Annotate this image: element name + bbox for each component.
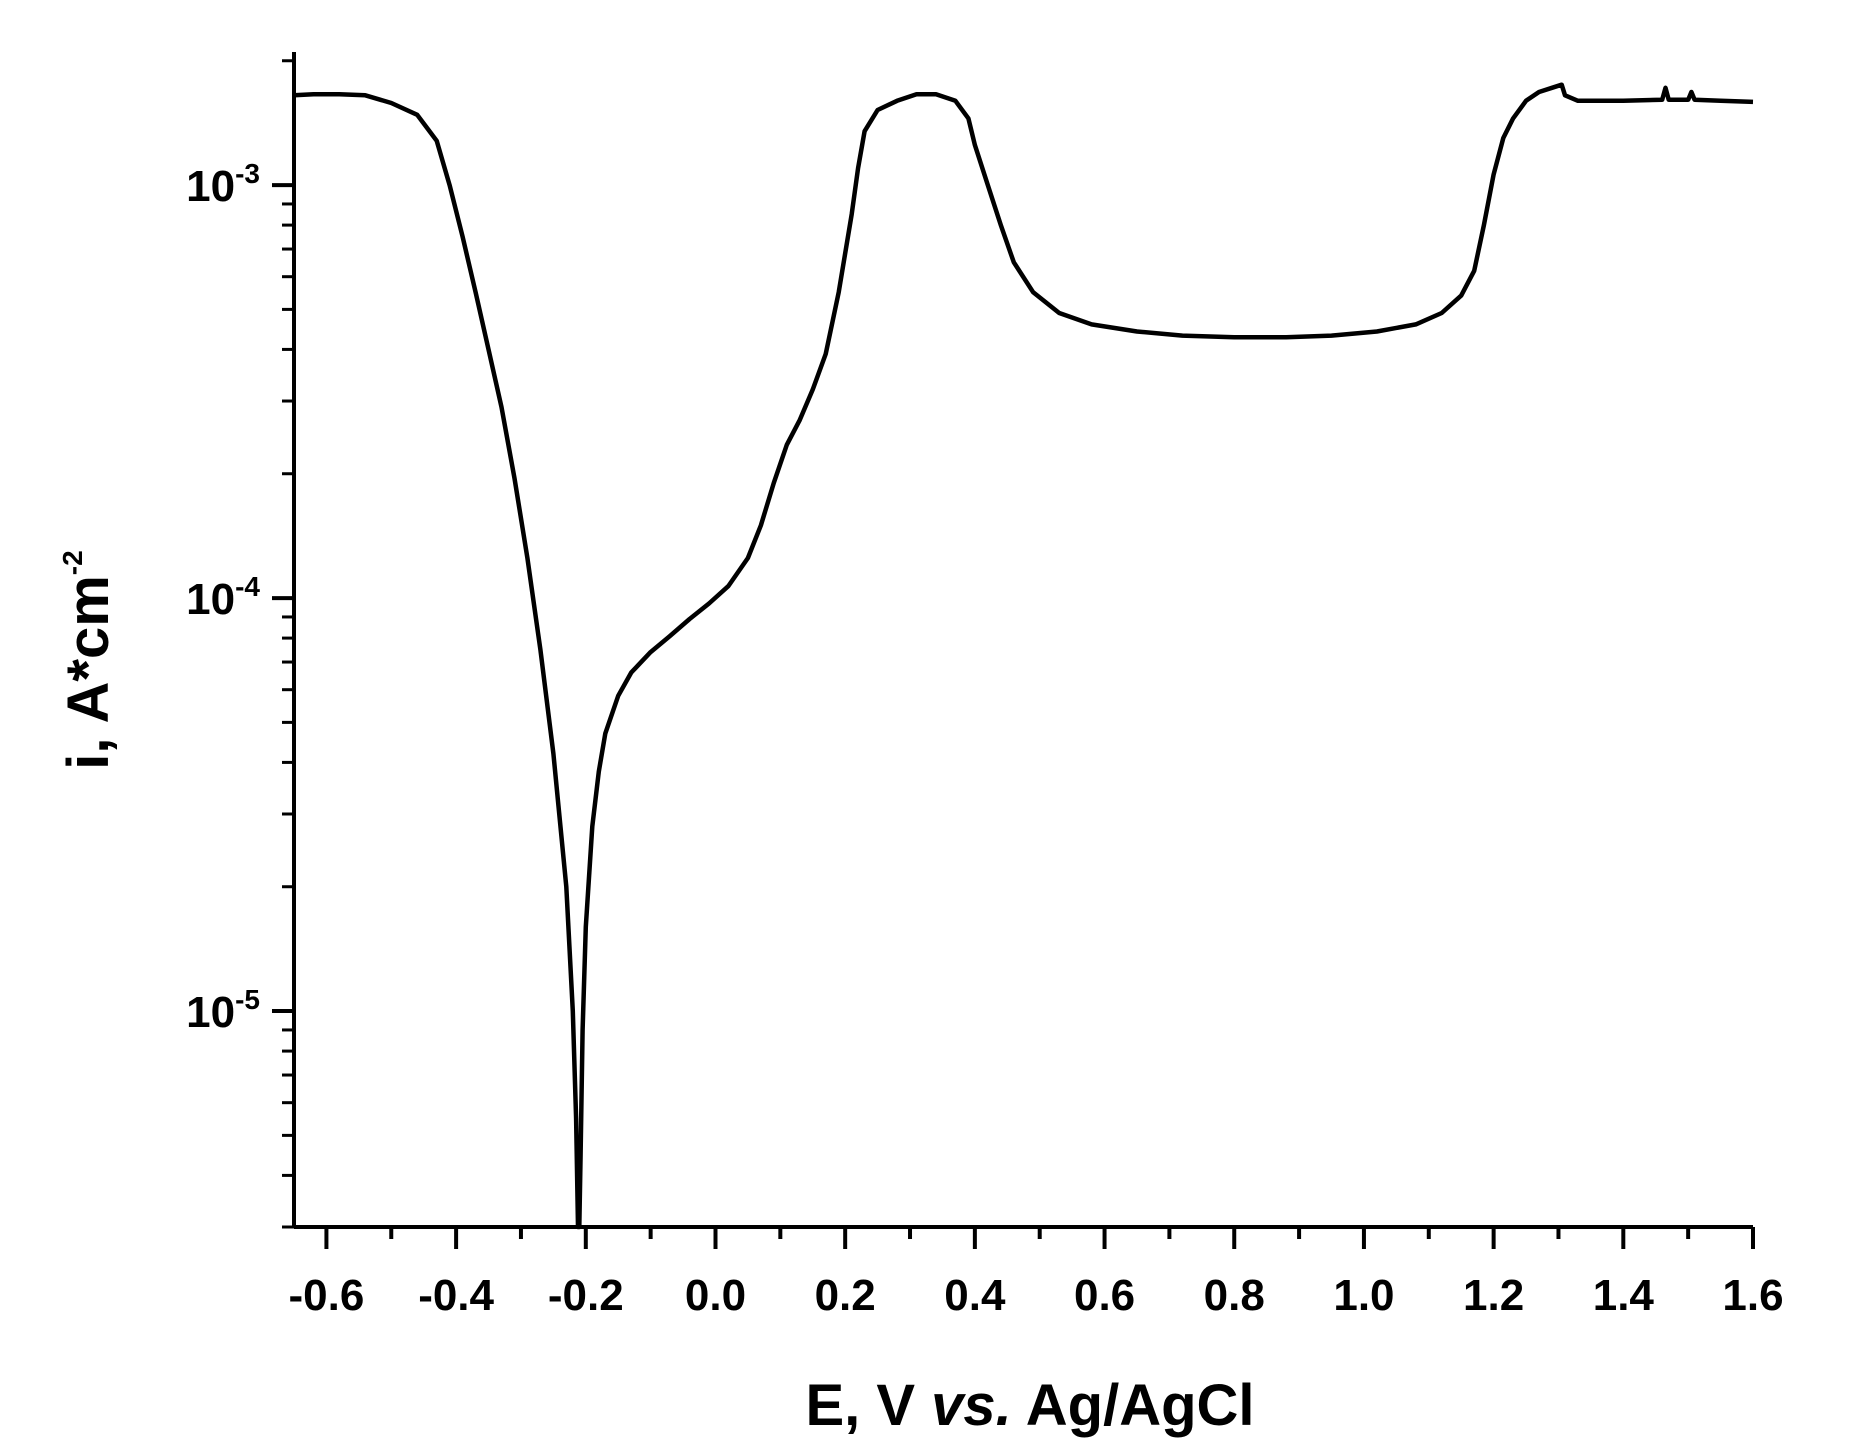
- x-tick-label: 0.0: [685, 1271, 746, 1320]
- x-axis-label-part-1: E, V: [805, 1373, 931, 1438]
- x-axis-label: E, V vs. Ag/AgCl: [805, 1373, 1254, 1438]
- x-tick-label: 0.4: [944, 1271, 1006, 1320]
- y-axis-label: i, A*cm-2: [56, 550, 121, 769]
- series-line: [293, 82, 1754, 1230]
- x-tick-label: -0.6: [289, 1271, 365, 1320]
- y-axis-label-main: i, A*cm: [56, 575, 121, 769]
- x-axis-ticks: -0.6 -0.4 -0.2 0.0 0.2 0.4 0.6 0.8 1.0 1.2 1.4 1.6: [289, 1227, 1784, 1320]
- x-tick-label: -0.2: [548, 1271, 624, 1320]
- y-axis-label-exponent: -2: [57, 550, 88, 575]
- x-tick-label: 1.0: [1333, 1271, 1394, 1320]
- x-axis-label-part-3: Ag/AgCl: [1012, 1373, 1255, 1438]
- y-tick-label: 10-3: [186, 158, 260, 211]
- x-tick-label: 1.4: [1593, 1271, 1655, 1320]
- y-tick-label: 10-5: [186, 984, 260, 1037]
- y-tick-label: 10-4: [186, 571, 260, 624]
- x-tick-label: 0.2: [815, 1271, 876, 1320]
- x-tick-label: 1.2: [1463, 1271, 1524, 1320]
- x-tick-label: 0.6: [1074, 1271, 1135, 1320]
- x-tick-label: 1.6: [1722, 1271, 1783, 1320]
- x-axis-label-part-2: vs.: [931, 1373, 1012, 1438]
- x-tick-label: 0.8: [1204, 1271, 1265, 1320]
- x-tick-label: -0.4: [418, 1271, 494, 1320]
- y-axis-ticks: 10-3 10-4 10-5: [186, 59, 294, 1229]
